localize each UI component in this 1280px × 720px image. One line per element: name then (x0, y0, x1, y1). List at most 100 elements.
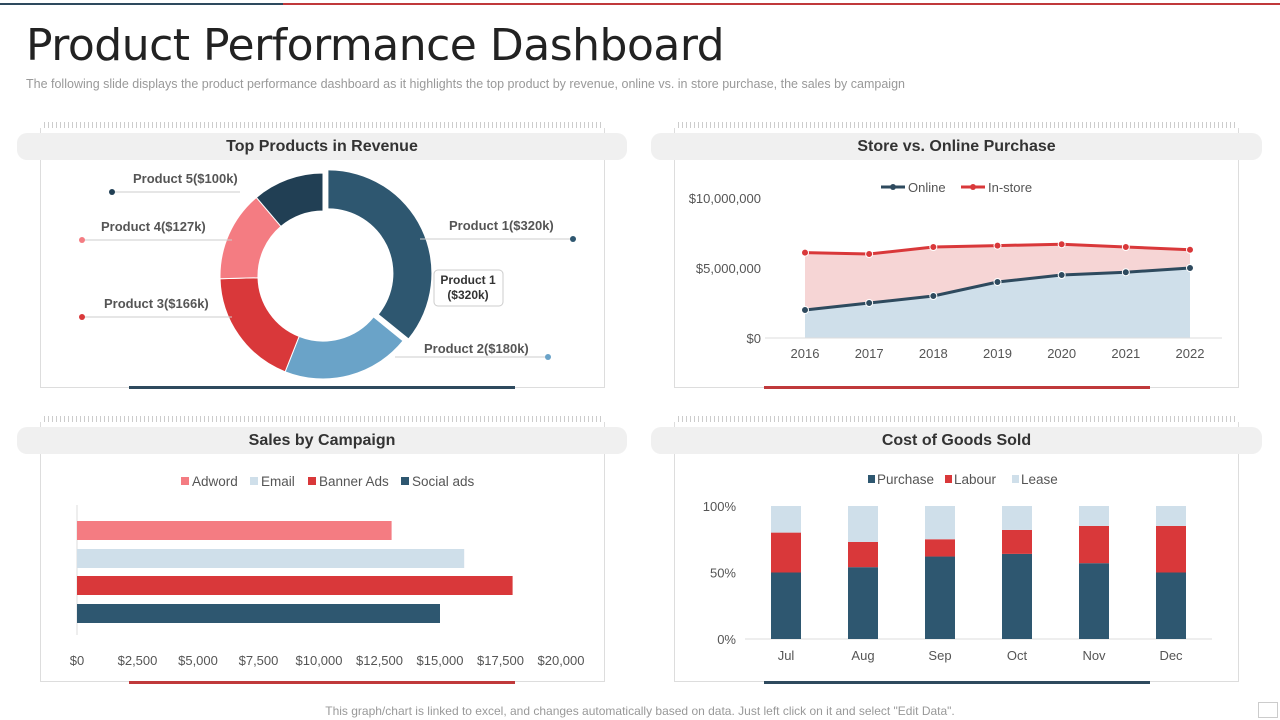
legend-swatch (1012, 475, 1019, 483)
leader-dot (570, 236, 576, 242)
legend-marker (890, 184, 896, 190)
data-point (865, 250, 874, 258)
legend-label: Purchase (877, 472, 934, 487)
x-tick-label: Jul (778, 648, 795, 663)
bar-segment-lease (925, 506, 955, 540)
legend-label: Adword (192, 474, 238, 489)
bar-segment-lease (1002, 506, 1032, 530)
bar-segment-lease (848, 506, 878, 542)
panel-underline (129, 386, 515, 389)
x-tick-label: Oct (1007, 648, 1028, 663)
data-point (1186, 245, 1194, 254)
callout-box (433, 269, 504, 307)
legend-label: Lease (1021, 472, 1058, 487)
x-tick-label: $7,500 (239, 653, 279, 668)
y-tick-label: $5,000,000 (696, 261, 761, 276)
decor-ruler (678, 416, 1238, 422)
x-tick-label: $15,000 (417, 653, 464, 668)
legend-label: Online (908, 180, 946, 195)
bar-segment-labour (925, 539, 955, 557)
slice-label: Product 1($320k) (449, 218, 554, 233)
slice-label: Product 2($180k) (424, 341, 529, 356)
legend-label: Banner Ads (319, 474, 389, 489)
legend-swatch (868, 475, 875, 483)
legend-swatch (250, 477, 258, 485)
y-tick-label: $10,000,000 (689, 191, 761, 206)
panel-underline (764, 386, 1150, 389)
data-point (993, 278, 1002, 286)
bar-segment-lease (1079, 506, 1109, 526)
legend-swatch (308, 477, 316, 485)
bar-email (77, 549, 465, 568)
x-tick-label: 2022 (1176, 346, 1205, 361)
decor-ruler (678, 122, 1238, 128)
data-point (929, 243, 938, 251)
panel-title: Cost of Goods Sold (651, 427, 1262, 454)
data-point (993, 241, 1002, 250)
bar-segment-labour (1079, 525, 1109, 564)
legend-label: In-store (988, 180, 1032, 195)
bar-banner-ads (77, 576, 513, 595)
panel-underline (129, 681, 515, 684)
x-tick-label: $20,000 (538, 653, 585, 668)
legend-label: Social ads (412, 474, 475, 489)
panel-title: Store vs. Online Purchase (651, 133, 1262, 160)
donut-slice (255, 172, 324, 228)
data-point (801, 248, 809, 257)
leader-dot (79, 314, 85, 320)
x-tick-label: $17,500 (477, 653, 524, 668)
data-point (1121, 268, 1130, 277)
x-tick-label: Dec (1159, 648, 1183, 663)
y-tick-label: 50% (710, 566, 736, 581)
bar-segment-purchase (771, 572, 801, 639)
bar-adword (77, 521, 392, 540)
legend-swatch (401, 477, 409, 485)
legend-swatch (181, 477, 189, 485)
slice-label: Product 5($100k) (133, 171, 238, 186)
leader-dot (109, 189, 115, 195)
leader-dot (545, 354, 551, 360)
bar-segment-purchase (848, 567, 878, 639)
y-tick-label: 100% (703, 499, 737, 514)
bar-segment-lease (1156, 506, 1186, 526)
top-accent-bar (0, 3, 283, 5)
x-tick-label: Nov (1082, 648, 1106, 663)
page-subtitle: The following slide displays the product… (26, 77, 905, 91)
callout-text: ($320k) (447, 288, 488, 302)
panel-title: Sales by Campaign (17, 427, 627, 454)
bar-segment-purchase (1079, 563, 1109, 639)
x-tick-label: 2017 (855, 346, 884, 361)
x-tick-label: $2,500 (118, 653, 158, 668)
bar-segment-labour (771, 532, 801, 573)
page-title: Product Performance Dashboard (26, 20, 725, 71)
bar-segment-purchase (1156, 572, 1186, 639)
decor-ruler (44, 416, 604, 422)
x-tick-label: 2020 (1047, 346, 1076, 361)
donut-slice (219, 277, 300, 373)
top-accent-bar-red (283, 3, 1280, 5)
panel-underline (764, 681, 1150, 684)
data-point (1057, 271, 1066, 279)
x-tick-label: 2021 (1111, 346, 1140, 361)
callout-text: Product 1 (440, 273, 496, 287)
panel-title: Top Products in Revenue (17, 133, 627, 160)
bar-segment-purchase (925, 556, 955, 639)
bar-segment-labour (1002, 529, 1032, 554)
slice-label: Product 3($166k) (104, 296, 209, 311)
donut-slice (328, 170, 432, 339)
bar-social-ads (77, 604, 440, 623)
decor-ruler (44, 122, 604, 128)
slice-label: Product 4($127k) (101, 219, 206, 234)
x-tick-label: Sep (928, 648, 951, 663)
x-tick-label: 2018 (919, 346, 948, 361)
bar-segment-labour (848, 541, 878, 568)
data-point (1186, 264, 1194, 272)
x-tick-label: Aug (851, 648, 874, 663)
data-point (929, 292, 938, 300)
leader-dot (79, 237, 85, 243)
x-tick-label: $5,000 (178, 653, 218, 668)
data-point (1057, 240, 1066, 249)
x-tick-label: 2016 (791, 346, 820, 361)
bar-segment-labour (1156, 525, 1186, 573)
